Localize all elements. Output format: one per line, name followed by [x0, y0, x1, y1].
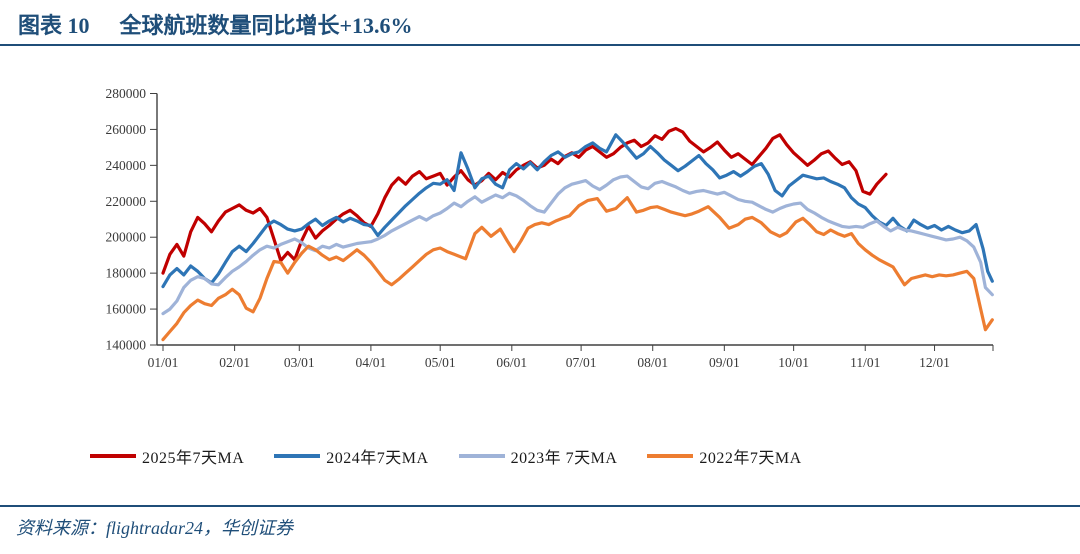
y-axis-label: 260000	[106, 122, 147, 137]
legend-item-2023年 7天MA: 2023年 7天MA	[458, 444, 618, 468]
x-axis-label: 07/01	[566, 355, 597, 370]
legend-swatch	[274, 454, 321, 458]
y-axis-label: 240000	[106, 158, 147, 173]
legend-item-2024年7天MA: 2024年7天MA	[274, 444, 428, 468]
header-divider	[0, 44, 1080, 46]
x-axis-label: 08/01	[637, 355, 668, 370]
legend-item-2025年7天MA: 2025年7天MA	[90, 444, 244, 468]
y-axis-label: 220000	[106, 194, 147, 209]
legend-label: 2022年7天MA	[699, 450, 802, 467]
figure-header: 图表 10 全球航班数量同比增长+13.6%	[18, 8, 413, 40]
y-axis-label: 160000	[106, 302, 147, 317]
legend-swatch	[90, 454, 136, 458]
footer-divider	[0, 505, 1080, 507]
legend-label: 2025年7天MA	[142, 450, 245, 467]
x-axis-label: 05/01	[425, 355, 456, 370]
source-text: flightradar24，华创证券	[106, 518, 294, 538]
x-axis-label: 10/01	[778, 355, 809, 370]
x-axis-label: 11/01	[850, 355, 880, 370]
x-axis-label: 03/01	[284, 355, 315, 370]
y-axis-label: 200000	[106, 230, 147, 245]
legend-label: 2023年 7天MA	[510, 450, 618, 467]
legend-swatch	[647, 454, 694, 458]
x-axis-label: 06/01	[496, 355, 527, 370]
chart-legend: 2025年7天MA 2024年7天MA 2023年 7天MA 2022年7天MA	[90, 444, 802, 468]
series-line-2023年 7天MA	[161, 174, 994, 316]
legend-item-2022年7天MA: 2022年7天MA	[647, 444, 801, 468]
series-line-2025年7天MA	[161, 126, 888, 275]
legend-swatch	[458, 454, 505, 458]
series-line-2022年7天MA	[161, 196, 994, 342]
legend-label: 2024年7天MA	[326, 450, 429, 467]
figure-label: 图表 10	[18, 13, 90, 38]
y-axis-label: 140000	[106, 338, 147, 353]
x-axis-label: 02/01	[219, 355, 250, 370]
y-axis-label: 180000	[106, 266, 147, 281]
x-axis-label: 01/01	[148, 355, 179, 370]
x-axis-label: 09/01	[709, 355, 740, 370]
series-line-2024年7天MA	[161, 133, 994, 289]
source-prefix: 资料来源：	[16, 518, 106, 538]
x-axis-label: 04/01	[356, 355, 387, 370]
figure-title: 全球航班数量同比增长+13.6%	[119, 13, 413, 38]
y-axis-label: 280000	[106, 86, 147, 101]
x-axis-label: 12/01	[919, 355, 950, 370]
line-chart: 140000 160000 180000 200000 220000 240000 2600…	[106, 86, 994, 370]
source-note: 资料来源：flightradar24，华创证券	[16, 514, 293, 540]
